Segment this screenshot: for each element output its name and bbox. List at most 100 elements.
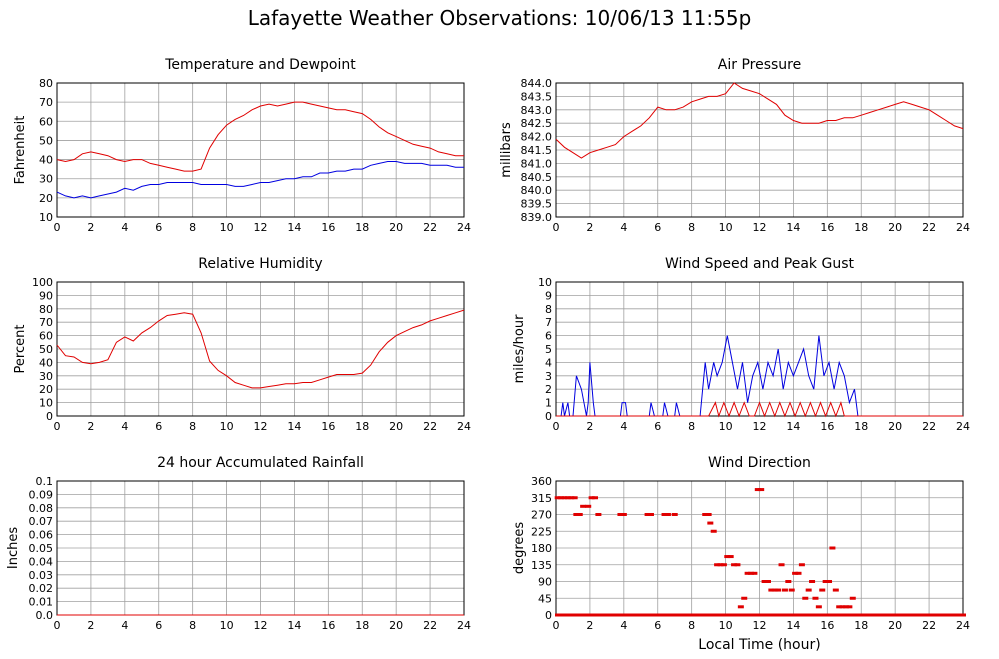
data-point [741,596,748,600]
x-tick-label: 24 [956,619,970,632]
data-point [816,613,820,617]
data-point [829,613,833,617]
x-tick-label: 12 [753,420,767,433]
data-point [593,613,596,617]
data-point [711,613,714,617]
data-point [828,613,831,617]
data-point [851,613,854,617]
data-point [644,513,651,516]
y-tick-label: 6 [545,330,552,343]
data-point [609,613,612,617]
data-point [647,513,654,516]
data-point [808,613,811,617]
data-point [784,613,787,617]
data-point [795,571,802,575]
data-point [793,613,796,617]
data-point [796,613,799,617]
data-point [883,613,886,617]
data-point [710,529,717,533]
data-point [650,613,653,617]
data-point [812,596,819,600]
data-point [926,613,929,617]
data-point [842,605,849,609]
data-point [845,613,848,617]
data-point [669,613,673,617]
data-point [879,613,882,617]
x-tick-label: 14 [287,420,301,433]
x-tick-label: 22 [423,619,437,632]
data-point [639,613,642,617]
data-point [620,513,627,516]
data-point [648,613,651,617]
data-point [790,613,793,617]
data-point [880,613,883,617]
data-point [663,613,667,617]
x-tick-label: 22 [922,619,936,632]
data-point [616,613,619,617]
data-point [958,613,961,617]
data-point [764,580,771,583]
data-point [680,613,684,617]
data-point [921,613,925,617]
y-tick-label: 315 [531,492,552,505]
y-tick-label: 4 [545,356,552,369]
data-point [656,613,659,617]
data-point [861,613,864,617]
data-point [719,613,722,617]
data-point [960,613,966,617]
data-point [912,613,915,617]
data-point [914,613,917,617]
data-point [792,571,799,575]
data-point [664,513,671,516]
chart-title: Wind Speed and Peak Gust [665,256,854,272]
y-tick-label: 2 [545,383,552,396]
data-point [897,613,900,617]
x-tick-label: 20 [888,221,902,234]
data-point [654,613,657,617]
y-tick-label: 839.0 [521,211,553,224]
data-point [800,613,803,617]
data-point [759,613,763,617]
x-tick-label: 18 [355,420,369,433]
data-point [685,613,688,617]
data-point [920,613,923,617]
data-point [596,613,599,617]
data-point [677,613,680,617]
data-point [570,613,573,617]
y-tick-label: 840.5 [521,171,553,184]
data-point [620,613,623,617]
data-point [771,613,774,617]
x-tick-label: 4 [121,420,128,433]
data-point [836,605,843,609]
data-point [621,613,624,617]
data-point [587,613,590,617]
y-tick-label: 0.0 [36,609,54,622]
x-tick-label: 16 [820,221,834,234]
data-point [756,613,759,617]
x-tick-label: 0 [553,221,560,234]
data-point [637,613,640,617]
data-point [632,613,635,617]
data-point [813,613,816,617]
data-point [955,613,958,617]
y-tick-label: 3 [545,370,552,383]
data-point [907,613,910,617]
data-point [911,613,914,617]
y-tick-label: 1 [545,397,552,410]
data-point [884,613,887,617]
data-point [928,613,931,617]
data-point [894,613,897,617]
chart-title: Relative Humidity [198,256,322,272]
data-point [848,613,851,617]
data-point [660,613,663,617]
data-point [718,613,721,617]
y-tick-label: 839.5 [521,198,553,211]
x-tick-label: 18 [355,619,369,632]
plot-frame [56,82,465,218]
data-point [906,613,909,617]
data-point [635,613,639,617]
data-point [642,613,645,617]
data-point [724,555,731,559]
data-point [872,613,875,617]
series-line-red [556,400,963,418]
